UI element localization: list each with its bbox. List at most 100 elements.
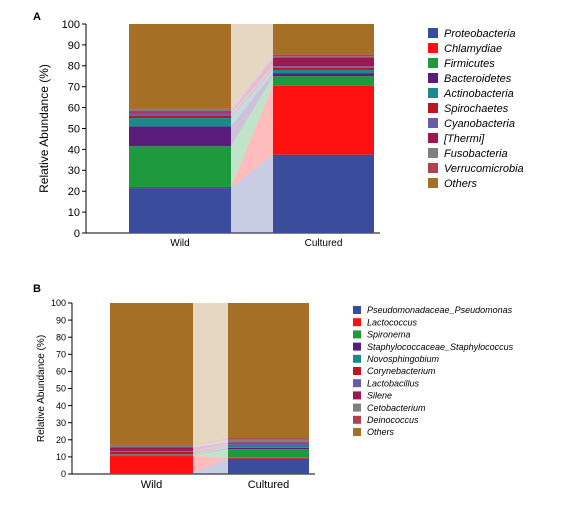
legend-label-corynebacterium: Corynebacterium [367,366,436,376]
bar-cultured-spirochaetes [273,67,374,70]
bar-wild-actinobacteria [129,118,231,127]
bar-wild-pseudomonadaceae-pseudomonas [110,473,193,474]
flow-ribbon-others [231,24,273,109]
flow-ribbon-cyanobacteria [231,66,273,116]
y-tick-label-100: 100 [51,298,66,308]
legend-swatch-bacteroidetes [428,73,438,83]
legend-label-chlamydiae: Chlamydiae [444,43,502,55]
flow-ribbon-thermi [231,57,273,113]
bar-wild-chlamydiae [129,187,231,189]
legend-swatch-deinococcus [353,415,361,424]
legend-swatch-verrucomicrobia [428,163,438,173]
bar-cultured-fusobacteria [273,56,374,58]
chart-panel-b: B 0 10 20 30 40 50 60 70 80 90 100 Relative Abundanc… [33,283,514,491]
y-tick-label-40: 40 [68,144,80,156]
bar-cultured-lactococcus [228,457,309,459]
bar-cultured-verrucomicrobia [273,54,374,57]
bar-cultured-others [228,303,309,439]
bar-wild-lactobacillus [110,450,193,452]
y-tick-label-0: 0 [74,228,80,240]
y-tick-label-50: 50 [68,123,80,135]
bar-wild-firmicutes [129,146,231,188]
legend-swatch-others [428,178,438,188]
bar-cultured-deinococcus [228,438,309,440]
y-tick-label-20: 20 [56,435,66,445]
bar-wild-spironema [110,455,193,457]
legend-swatch-spirochaetes [428,103,438,113]
bar-wild-others [110,303,193,445]
y-tick-label-100: 100 [62,19,80,31]
legend-swatch-fusobacteria [428,148,438,158]
y-axis-title: Relative Abundance (%) [36,335,47,442]
x-tick-label-cultured: Cultured [305,238,343,249]
legend-swatch-cetobacterium [353,403,361,412]
bar-wild-corynebacterium [110,451,193,455]
flow-ribbon-firmicutes [231,76,273,188]
bar-cultured-staphylococcaceae-staphylococcus [228,447,309,450]
bar-cultured-cyanobacteria [273,66,374,68]
legend-label-staphylococcaceae-staphylococcus: Staphylococcaceae_Staphylococcus [367,342,514,352]
bar-wild-cyanobacteria [129,112,231,116]
panel-label-b: B [33,283,41,295]
legend-swatch-pseudomonadaceae-pseudomonas [353,306,361,314]
bar-wild-others [129,24,231,109]
flow-ribbon-spirochaetes [231,67,273,119]
legend-label-pseudomonadaceae-pseudomonas: Pseudomonadaceae_Pseudomonas [367,305,513,315]
legend-label-actinobacteria: Actinobacteria [443,88,514,100]
bar-cultured-firmicutes [273,76,374,86]
bar-wild-proteobacteria [129,188,231,233]
legend-label-verrucomicrobia: Verrucomicrobia [444,163,524,175]
legend-swatch-chlamydiae [428,43,438,53]
legend-swatch-thermi [428,133,438,143]
flow-ribbon-silene [193,442,228,451]
flow-ribbon-lactococcus [193,456,228,474]
legend-label-deinococcus: Deinococcus [367,415,419,425]
bar-wild-silene [110,447,193,451]
bar-cultured-cetobacterium [228,439,309,443]
y-tick-label-70: 70 [68,82,80,94]
bar-cultured-bacteroidetes [273,73,374,77]
y-tick-label-10: 10 [56,452,66,462]
legend-swatch-spironema [353,330,361,339]
legend-label-novosphingobium: Novosphingobium [367,354,440,364]
bar-wild-novosphingobium [110,454,193,455]
bar-wild-spirochaetes [129,115,231,119]
flow-ribbon-verrucomicrobia [231,54,273,110]
bar-wild-thermi [129,111,231,113]
y-tick-label-60: 60 [68,102,80,114]
flow-ribbon-deinococcus [193,438,228,446]
y-tick-label-70: 70 [56,349,66,359]
legend-swatch-lactococcus [353,318,361,327]
y-tick-label-90: 90 [68,40,80,52]
y-tick-label-10: 10 [68,207,80,219]
legend-b: Pseudomonadaceae_Pseudomonas Lactococcus S… [353,305,514,437]
legend-swatch-novosphingobium [353,354,361,363]
panel-label-a: A [33,11,41,23]
flow-ribbon-others [193,303,228,445]
bar-wild-lactococcus [110,456,193,474]
legend-label-spironema: Spironema [367,330,411,340]
bar-cultured-corynebacterium [228,444,309,446]
legend-label-proteobacteria: Proteobacteria [444,28,516,40]
flow-ribbon-fusobacteria [231,56,273,112]
x-tick-label-wild: Wild [170,238,189,249]
y-axis-title: Relative Abundance (%) [37,64,51,193]
chart-panel-a: A 0 10 20 30 40 50 60 70 80 90 100 Relative Abundanc… [33,11,524,249]
legend-swatch-firmicutes [428,58,438,68]
flow-ribbon-staphylococcaceae-staphylococcus [193,447,228,456]
bar-cultured-pseudomonadaceae-pseudomonas [228,458,309,474]
y-tick-label-20: 20 [68,186,80,198]
bar-wild-bacteroidetes [129,126,231,147]
legend-swatch-corynebacterium [353,367,361,375]
y-tick-label-80: 80 [56,332,66,342]
bar-wild-cetobacterium [110,445,193,448]
legend-label-lactococcus: Lactococcus [367,317,418,327]
y-tick-label-50: 50 [56,384,66,394]
bar-cultured-thermi [273,57,374,67]
bar-wild-verrucomicrobia [129,108,231,110]
y-tick-label-30: 30 [56,418,66,428]
legend-swatch-cyanobacteria [428,118,438,128]
bar-wild-deinococcus [110,444,193,446]
legend-label-others: Others [444,178,478,190]
flow-ribbon-cetobacterium [193,439,228,448]
